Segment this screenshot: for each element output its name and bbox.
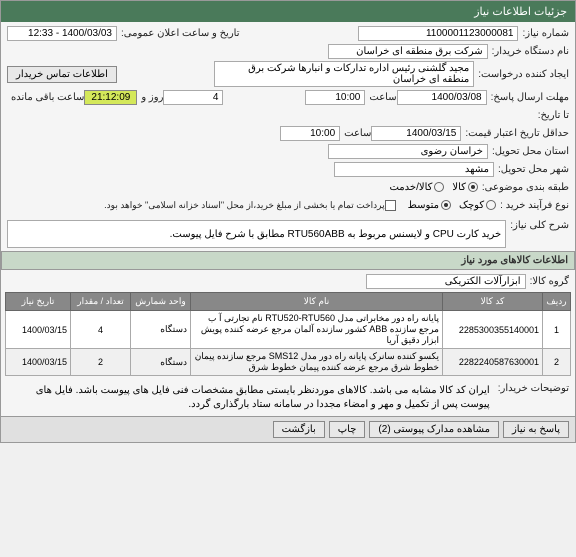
remain-label: ساعت باقی مانده: [7, 92, 84, 103]
cell-qty: 4: [71, 311, 131, 349]
budget-service-radio[interactable]: کالا/خدمت: [389, 182, 444, 193]
titlebar: جزئیات اطلاعات نیاز: [1, 1, 575, 22]
announce-label: تاریخ و ساعت اعلان عمومی:: [117, 28, 240, 39]
proc-small-label: کوچک: [459, 200, 484, 211]
buyer-org-value: شرکت برق منطقه ای خراسان: [328, 44, 488, 59]
budget-label: طبقه بندی موضوعی:: [478, 182, 569, 193]
budget-service-label: کالا/خدمت: [389, 182, 432, 193]
city-label: شهر محل تحویل:: [494, 164, 569, 175]
group-label: گروه کالا:: [526, 276, 569, 287]
group-value: ابزارآلات الکتریکی: [366, 274, 526, 289]
announce-value: 1400/03/03 - 12:33: [7, 26, 117, 41]
reply-button[interactable]: پاسخ به نیاز: [503, 421, 569, 438]
valid-min-label: حداقل تاریخ اعتبار قیمت:: [461, 128, 569, 139]
deadline-hour: 10:00: [305, 90, 365, 105]
table-header-row: ردیف کد کالا نام کالا واحد شمارش تعداد /…: [6, 293, 571, 311]
proc-small-radio[interactable]: کوچک: [459, 200, 496, 211]
need-no-value: 1100001123000081: [358, 26, 518, 41]
deadline-label: مهلت ارسال پاسخ:: [487, 92, 569, 103]
valid-hour: 10:00: [280, 126, 340, 141]
cell-code: 2285300355140001: [443, 311, 543, 349]
cell-date: 1400/03/15: [6, 349, 71, 376]
cell-n: 2: [543, 349, 571, 376]
th-date: تاریخ نیاز: [6, 293, 71, 311]
hour-label-2: ساعت: [340, 128, 371, 139]
province-value: خراسان رضوی: [328, 144, 488, 159]
countdown: 21:12:09: [84, 90, 137, 105]
budget-goods-radio[interactable]: کالا: [452, 182, 478, 193]
contact-button[interactable]: اطلاعات تماس خریدار: [7, 66, 117, 83]
footer-buttons: پاسخ به نیاز مشاهده مدارک پیوستی (2) چاپ…: [1, 416, 575, 442]
cell-name: یکسو کننده سانرک پایانه راه دور مدل SMS1…: [191, 349, 443, 376]
creator-value: مجید گلشنی رئیس اداره تدارکات و انبارها …: [214, 61, 474, 87]
deadline-date: 1400/03/08: [397, 90, 487, 105]
process-radio-group: کوچک متوسط: [408, 200, 496, 211]
print-button[interactable]: چاپ: [329, 421, 366, 438]
th-row: ردیف: [543, 293, 571, 311]
days-left: 4: [163, 90, 223, 105]
items-subheader: اطلاعات کالاهای مورد نیاز: [1, 251, 575, 270]
cell-n: 1: [543, 311, 571, 349]
items-table: ردیف کد کالا نام کالا واحد شمارش تعداد /…: [5, 292, 571, 376]
buyer-note-label: توضیحات خریدار:: [494, 383, 569, 394]
day-label: روز و: [137, 92, 163, 103]
th-unit: واحد شمارش: [131, 293, 191, 311]
budget-radio-group: کالا کالا/خدمت: [389, 182, 477, 193]
main-form: شماره نیاز: 1100001123000081 تاریخ و ساع…: [1, 22, 575, 251]
cell-unit: دستگاه: [131, 349, 191, 376]
radio-icon: [441, 200, 451, 210]
radio-icon: [434, 182, 444, 192]
creator-label: ایجاد کننده درخواست:: [474, 69, 569, 80]
cell-qty: 2: [71, 349, 131, 376]
to-date-label: تا تاریخ:: [534, 110, 569, 121]
city-value: مشهد: [334, 162, 494, 177]
th-code: کد کالا: [443, 293, 543, 311]
th-name: نام کالا: [191, 293, 443, 311]
cell-date: 1400/03/15: [6, 311, 71, 349]
table-row[interactable]: 1 2285300355140001 پایانه راه دور مخابرا…: [6, 311, 571, 349]
proc-medium-label: متوسط: [408, 200, 439, 211]
window: جزئیات اطلاعات نیاز شماره نیاز: 11000011…: [0, 0, 576, 443]
cell-code: 2282240587630001: [443, 349, 543, 376]
buyer-note-value: ایران کد کالا مشابه می باشد. کالاهای مور…: [7, 383, 494, 413]
th-qty: تعداد / مقدار: [71, 293, 131, 311]
back-button[interactable]: بازگشت: [273, 421, 325, 438]
partpay-note: پرداخت تمام یا بخشی از مبلغ خرید،از محل …: [100, 200, 384, 211]
table-row[interactable]: 2 2282240587630001 یکسو کننده سانرک پایا…: [6, 349, 571, 376]
need-no-label: شماره نیاز:: [518, 28, 569, 39]
cell-name: پایانه راه دور مخابراتی مدل RTU520-RTU56…: [191, 311, 443, 349]
summary-value: خرید کارت CPU و لایسنس مربوط به RTU560AB…: [7, 220, 506, 248]
buyer-org-label: نام دستگاه خریدار:: [488, 46, 569, 57]
province-label: استان محل تحویل:: [488, 146, 569, 157]
radio-icon: [486, 200, 496, 210]
proc-medium-radio[interactable]: متوسط: [408, 200, 451, 211]
summary-label: شرح کلی نیاز:: [506, 220, 569, 231]
partpay-checkbox[interactable]: [385, 200, 396, 211]
valid-date: 1400/03/15: [371, 126, 461, 141]
process-label: نوع فرآیند خرید :: [496, 200, 569, 211]
budget-goods-label: کالا: [452, 182, 466, 193]
attachments-button[interactable]: مشاهده مدارک پیوستی (2): [369, 421, 499, 438]
radio-icon: [468, 182, 478, 192]
cell-unit: دستگاه: [131, 311, 191, 349]
hour-label-1: ساعت: [365, 92, 396, 103]
